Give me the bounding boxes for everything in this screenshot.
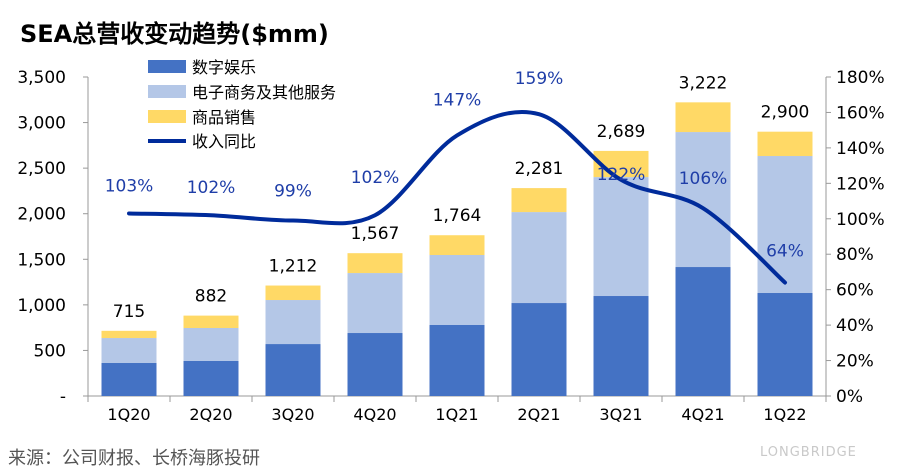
yoy-label: 103% <box>105 176 154 196</box>
total-label: 2,281 <box>515 159 564 179</box>
bar-segment <box>347 333 403 396</box>
total-label: 1,212 <box>269 257 318 277</box>
legend-label: 商品销售 <box>192 108 256 127</box>
yoy-label: 147% <box>433 90 482 110</box>
right-tick-label: 140% <box>836 139 885 159</box>
yoy-label: 99% <box>274 182 312 202</box>
yoy-label: 64% <box>766 242 804 262</box>
right-tick-label: 40% <box>836 316 874 336</box>
bar-segment <box>593 177 649 297</box>
bar-segment <box>265 300 321 345</box>
yoy-label: 159% <box>515 69 564 89</box>
x-tick-label: 1Q22 <box>763 405 806 424</box>
bar-segment <box>511 212 567 304</box>
right-tick-label: 60% <box>836 281 874 301</box>
legend-label: 收入同比 <box>192 132 256 151</box>
bar-segment <box>757 156 813 294</box>
left-tick-label: 500 <box>34 341 66 361</box>
yoy-label: 122% <box>597 165 646 185</box>
bar-segment <box>675 267 731 396</box>
chart-title: SEA总营收变动趋势($mm) <box>20 20 329 48</box>
right-tick-label: 120% <box>836 174 885 194</box>
right-tick-label: 0% <box>836 387 863 407</box>
right-tick-label: 160% <box>836 103 885 123</box>
left-tick-label: 3,000 <box>17 114 66 134</box>
total-label: 1,764 <box>433 206 482 226</box>
x-tick-label: 2Q21 <box>517 405 560 424</box>
bar-segment <box>429 324 485 396</box>
source-note: 来源：公司财报、长桥海豚投研 <box>8 448 260 469</box>
yoy-line <box>127 109 787 285</box>
yoy-label: 106% <box>679 169 728 189</box>
right-tick-label: 20% <box>836 352 874 372</box>
x-tick-label: 1Q20 <box>107 405 150 424</box>
yoy-label: 102% <box>187 178 236 198</box>
left-tick-label: 1,500 <box>17 250 66 270</box>
bar-segment <box>757 131 813 157</box>
x-tick-label: 1Q21 <box>435 405 478 424</box>
legend-swatch <box>148 85 186 98</box>
bar-segment <box>265 344 321 396</box>
bar-segment <box>101 338 157 364</box>
left-tick-label: 1,000 <box>17 296 66 316</box>
x-tick-label: 3Q20 <box>271 405 314 424</box>
bar-segment <box>429 235 485 256</box>
left-tick-label: 2,500 <box>17 159 66 179</box>
right-tick-label: 80% <box>836 245 874 265</box>
x-tick-label: 4Q20 <box>353 405 396 424</box>
bar-segment <box>101 363 157 396</box>
bar-segment <box>675 102 731 133</box>
left-tick-label: 3,500 <box>17 68 66 88</box>
total-label: 715 <box>113 302 145 322</box>
right-tick-label: 100% <box>836 210 885 230</box>
yoy-label: 102% <box>351 168 400 188</box>
legend-swatch <box>148 60 186 73</box>
x-tick-label: 4Q21 <box>681 405 724 424</box>
longbridge-logo: LONGBRIDGE <box>760 445 857 460</box>
total-label: 3,222 <box>679 73 728 93</box>
bar-segment <box>183 315 239 329</box>
total-label: 1,567 <box>351 224 400 244</box>
x-tick-label: 3Q21 <box>599 405 642 424</box>
x-tick-label: 2Q20 <box>189 405 232 424</box>
left-tick-label: - <box>60 387 66 407</box>
legend-label: 电子商务及其他服务 <box>192 83 336 102</box>
bar-segment <box>347 273 403 334</box>
bar-segment <box>511 188 567 213</box>
bar-segment <box>757 293 813 396</box>
bar-segment <box>265 285 321 301</box>
bar-segment <box>183 361 239 396</box>
total-label: 2,900 <box>761 103 810 123</box>
total-label: 882 <box>195 287 227 307</box>
total-label: 2,689 <box>597 122 646 142</box>
left-tick-label: 2,000 <box>17 205 66 225</box>
legend-swatch <box>148 110 186 123</box>
bar-segment <box>347 253 403 274</box>
right-tick-label: 180% <box>836 68 885 88</box>
bar-segment <box>101 330 157 339</box>
bar-segment <box>511 303 567 396</box>
bar-segment <box>429 255 485 325</box>
bar-segment <box>183 328 239 362</box>
bar-segment <box>593 296 649 396</box>
legend-label: 数字娱乐 <box>192 58 256 77</box>
